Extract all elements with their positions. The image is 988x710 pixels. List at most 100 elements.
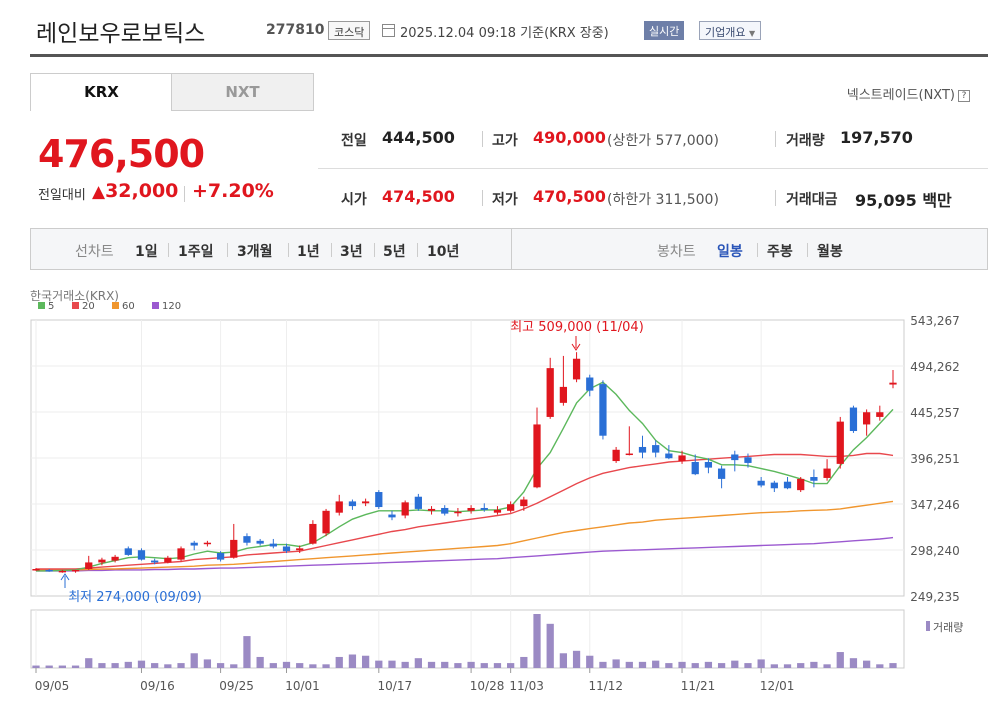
chart-source: 한국거래소(KRX) <box>30 289 119 303</box>
open-label: 시가 <box>341 192 367 208</box>
volume-bar <box>361 655 370 668</box>
candle <box>388 510 396 521</box>
candle <box>427 506 436 515</box>
candle-body <box>625 453 633 456</box>
volume-bar <box>625 661 633 668</box>
candle <box>375 490 383 509</box>
company-info-button[interactable]: 기업개요 ▼ <box>699 21 762 40</box>
x-tick-label: 10/01 <box>285 679 320 693</box>
candle <box>164 555 172 564</box>
stock-code: 277810 <box>266 22 325 38</box>
x-tick-label: 11/21 <box>681 679 716 693</box>
period-10y[interactable]: 10년 <box>427 244 460 260</box>
candle <box>124 546 132 556</box>
candle <box>810 469 818 488</box>
candle-body <box>282 546 291 552</box>
arrow-down-icon <box>571 343 581 351</box>
candle-body <box>836 421 844 464</box>
period-3m[interactable]: 3개월 <box>237 244 273 260</box>
period-1w[interactable]: 1주일 <box>178 244 214 260</box>
volume-bar <box>32 665 40 668</box>
divider <box>288 243 289 257</box>
candle-monthly[interactable]: 월봉 <box>817 244 843 260</box>
volume-bar <box>480 663 488 668</box>
amount-label: 거래대금 <box>786 192 838 208</box>
candle <box>520 496 528 511</box>
tab-nxt[interactable]: NXT <box>171 73 314 111</box>
volume-bar <box>586 655 594 668</box>
open-value: 474,500 <box>382 187 455 206</box>
candle-body <box>546 368 554 417</box>
divider <box>417 243 418 257</box>
volume-bar <box>493 663 502 668</box>
nxt-info-link[interactable]: 넥스트레이드(NXT)? <box>847 84 970 103</box>
y-tick-label: 396,251 <box>910 452 960 466</box>
volume-bar <box>849 658 858 668</box>
candle <box>32 568 40 571</box>
tab-krx[interactable]: KRX <box>30 73 173 111</box>
volume-bar <box>612 659 620 668</box>
candle-body <box>783 481 792 489</box>
candle-daily[interactable]: 일봉 <box>717 244 743 260</box>
volume-bar <box>216 663 225 668</box>
candle <box>507 501 515 513</box>
period-1y[interactable]: 1년 <box>297 244 320 260</box>
legend-swatch <box>152 302 159 309</box>
legend-ma20: 20 <box>72 301 95 312</box>
candle-body <box>269 543 277 547</box>
candle-body <box>124 548 132 555</box>
volume-bar <box>467 661 475 668</box>
candle <box>111 554 119 563</box>
candle-body <box>717 468 726 479</box>
upper-limit: (상한가 577,000) <box>607 133 719 149</box>
high-label: 고가 <box>492 133 518 149</box>
ma120-line <box>36 536 894 572</box>
candle-body <box>177 548 185 560</box>
candle <box>770 480 778 493</box>
candle-body <box>309 523 317 544</box>
volume-bar <box>190 653 198 668</box>
candle-weekly[interactable]: 주봉 <box>767 244 793 260</box>
period-3y[interactable]: 3년 <box>340 244 363 260</box>
arrow-up-icon <box>60 573 70 581</box>
divider <box>331 243 332 257</box>
candle <box>599 380 607 440</box>
candle <box>744 453 752 468</box>
low-label: 저가 <box>492 192 518 208</box>
header-divider <box>30 54 988 57</box>
candle <box>58 569 66 573</box>
candle <box>322 508 330 537</box>
prev-close-value: 444,500 <box>382 128 455 147</box>
divider <box>482 190 483 206</box>
volume-bar <box>638 661 647 668</box>
candle <box>717 465 726 489</box>
volume-bar <box>770 664 778 668</box>
period-1d[interactable]: 1일 <box>135 244 158 260</box>
candle-body <box>427 508 436 511</box>
volume-bar <box>863 660 871 668</box>
realtime-button[interactable]: 실시간 <box>644 21 685 40</box>
divider <box>807 243 808 257</box>
volume-bar <box>427 661 436 668</box>
legend-swatch <box>72 302 79 309</box>
ma60-line <box>36 500 894 571</box>
candle <box>85 555 93 570</box>
candle <box>480 503 488 512</box>
volume-bar <box>836 652 844 668</box>
volume-bar <box>546 623 554 668</box>
candle <box>230 523 238 559</box>
low-annotation: 최저 274,000 (09/09) <box>68 590 202 605</box>
period-5y[interactable]: 5년 <box>383 244 406 260</box>
help-icon[interactable]: ? <box>958 90 970 102</box>
volume-bar <box>744 663 752 668</box>
candle <box>823 459 831 481</box>
volume-bar <box>652 660 660 668</box>
current-price: 476,500 <box>38 132 205 176</box>
candle-body <box>348 501 357 507</box>
candle <box>638 435 647 459</box>
candle-body <box>691 461 699 475</box>
candle-body <box>98 559 106 563</box>
divider <box>775 190 776 206</box>
volume-bar <box>124 661 132 668</box>
